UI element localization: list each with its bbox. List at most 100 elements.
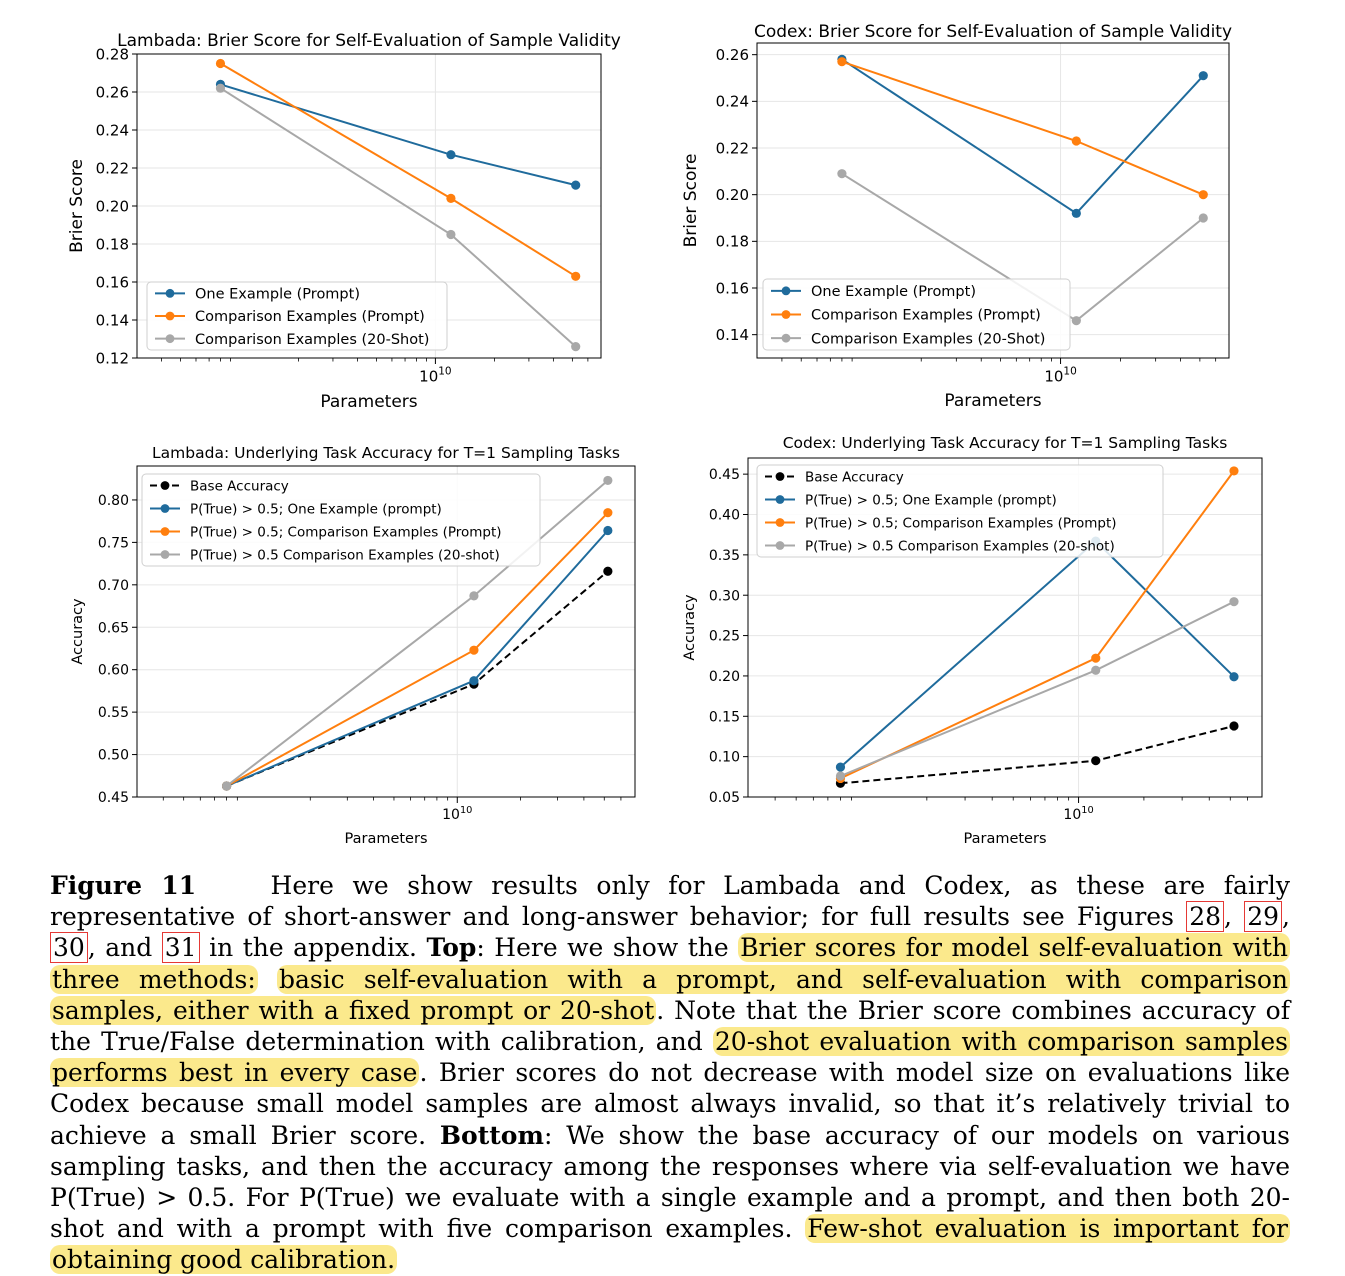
legend-entry: P(True) > 0.5; One Example (prompt) xyxy=(805,492,1057,508)
y-tick-label: 0.20 xyxy=(709,669,740,685)
data-point xyxy=(1198,190,1208,200)
y-tick-label: 0.14 xyxy=(96,311,129,329)
data-point xyxy=(469,645,479,655)
y-axis-label: Accuracy xyxy=(682,594,698,661)
data-point xyxy=(571,180,581,190)
y-tick-label: 0.16 xyxy=(96,273,129,291)
data-point xyxy=(603,525,613,536)
data-point xyxy=(571,342,581,352)
legend-marker xyxy=(775,518,785,527)
chart-title: Lambada: Underlying Task Accuracy for T=… xyxy=(152,444,620,462)
legend-entry: Base Accuracy xyxy=(805,469,904,485)
data-point xyxy=(1091,665,1101,675)
caption-text-7: : We show the base accuracy of our model… xyxy=(50,1120,1290,1244)
data-point xyxy=(835,762,846,772)
legend-marker xyxy=(165,334,175,344)
y-tick-label: 0.20 xyxy=(96,197,129,215)
y-tick-label: 0.24 xyxy=(96,121,129,139)
legend-marker xyxy=(781,310,791,319)
y-tick-label: 0.75 xyxy=(98,535,129,551)
data-point xyxy=(446,193,456,203)
figure-ref-28[interactable]: 28 xyxy=(1186,901,1225,933)
y-tick-label: 0.26 xyxy=(716,46,749,64)
data-point xyxy=(571,271,581,281)
data-point xyxy=(1071,208,1081,218)
y-tick-label: 0.22 xyxy=(716,139,749,157)
legend-entry: P(True) > 0.5 Comparison Examples (20-sh… xyxy=(805,538,1115,554)
x-tick-label: 1010 xyxy=(1044,366,1076,386)
chart-title: Codex: Brier Score for Self-Evaluation o… xyxy=(754,22,1232,42)
y-tick-label: 0.50 xyxy=(98,748,129,764)
figure-charts: 0.12 0.14 0.16 0.18 0.20 0.22 0.24 0.26 0.28 1010… xyxy=(67,22,1263,847)
caption-sep-2: , xyxy=(1282,902,1290,932)
data-point xyxy=(1229,721,1239,731)
y-axis-label: Brier Score xyxy=(681,154,701,248)
legend-box xyxy=(141,473,541,567)
legend-entry: Base Accuracy xyxy=(190,478,289,494)
y-tick-label: 0.05 xyxy=(709,790,740,806)
legend-marker xyxy=(160,504,170,513)
caption-text-4 xyxy=(258,965,277,994)
chart-panel-4: 0.05 0.10 0.15 0.20 0.25 0.30 0.35 0.40 0.45 1010… xyxy=(682,434,1263,847)
chart-panel-1: 0.12 0.14 0.16 0.18 0.20 0.22 0.24 0.26 0.28 1010… xyxy=(67,31,621,412)
chart-panel-3: 0.45 0.50 0.55 0.60 0.65 0.70 0.75 0.80 1010 Lamb… xyxy=(70,444,636,847)
data-point xyxy=(1229,672,1239,682)
y-tick-label: 0.35 xyxy=(709,548,740,564)
data-point xyxy=(446,150,456,160)
data-point xyxy=(221,781,232,791)
plot-frame xyxy=(136,465,636,798)
y-tick-label: 0.20 xyxy=(716,186,749,204)
legend-box xyxy=(146,281,448,351)
caption-sep-1: , xyxy=(1224,902,1245,932)
legend-marker xyxy=(775,472,785,481)
legend-marker xyxy=(160,527,170,536)
data-point xyxy=(469,676,479,686)
legend-marker xyxy=(781,333,791,343)
series-line-2 xyxy=(839,539,1235,768)
data-point xyxy=(603,475,613,486)
y-tick-label: 0.45 xyxy=(98,790,129,806)
y-tick-label: 0.80 xyxy=(98,493,129,509)
caption-label: Figure 11 xyxy=(50,871,197,900)
y-tick-label: 0.18 xyxy=(716,233,749,251)
data-point xyxy=(215,58,226,69)
data-point xyxy=(469,591,479,601)
x-axis-label: Parameters xyxy=(320,392,417,412)
chart-title: Codex: Underlying Task Accuracy for T=1 … xyxy=(783,434,1228,452)
legend-box xyxy=(756,464,1164,558)
data-point xyxy=(1091,756,1101,766)
legend-marker xyxy=(160,550,170,559)
y-axis-label: Accuracy xyxy=(70,598,86,665)
caption-text-2: in the appendix. xyxy=(199,933,427,963)
legend-entry: Comparison Examples (20-Shot) xyxy=(195,332,429,348)
y-tick-label: 0.40 xyxy=(709,508,740,524)
data-point xyxy=(837,57,847,67)
legend-marker xyxy=(165,288,175,298)
data-point xyxy=(1071,316,1081,326)
figure-ref-31[interactable]: 31 xyxy=(161,932,200,964)
legend: Base Accuracy P(True) > 0.5; One Example … xyxy=(756,464,1164,558)
legend: One Example (Prompt) Comparison Examples … xyxy=(762,278,1071,351)
legend-entry: Comparison Examples (Prompt) xyxy=(811,308,1041,324)
data-point xyxy=(603,566,613,576)
legend-entry: P(True) > 0.5; Comparison Examples (Prom… xyxy=(190,524,502,540)
y-tick-label: 0.14 xyxy=(716,326,749,344)
y-tick-label: 0.26 xyxy=(96,83,129,101)
figure-ref-30[interactable]: 30 xyxy=(50,932,88,964)
data-point xyxy=(1229,597,1239,607)
legend-entry: P(True) > 0.5; Comparison Examples (Prom… xyxy=(805,515,1117,531)
figure-ref-29[interactable]: 29 xyxy=(1244,901,1283,933)
legend-entry: Comparison Examples (20-Shot) xyxy=(811,331,1045,347)
legend-entry: Comparison Examples (Prompt) xyxy=(195,309,425,325)
y-tick-label: 0.10 xyxy=(709,750,740,766)
legend: One Example (Prompt) Comparison Examples … xyxy=(146,281,448,351)
series-line-1 xyxy=(220,83,576,187)
legend-marker xyxy=(781,286,791,296)
plot-frame xyxy=(756,42,1230,359)
legend-box xyxy=(762,278,1071,351)
data-point xyxy=(837,169,847,179)
caption-text-3: : Here we show the xyxy=(476,933,739,963)
y-axis-label: Brier Score xyxy=(67,159,87,253)
legend-marker xyxy=(775,495,785,504)
x-axis-label: Parameters xyxy=(944,391,1041,411)
